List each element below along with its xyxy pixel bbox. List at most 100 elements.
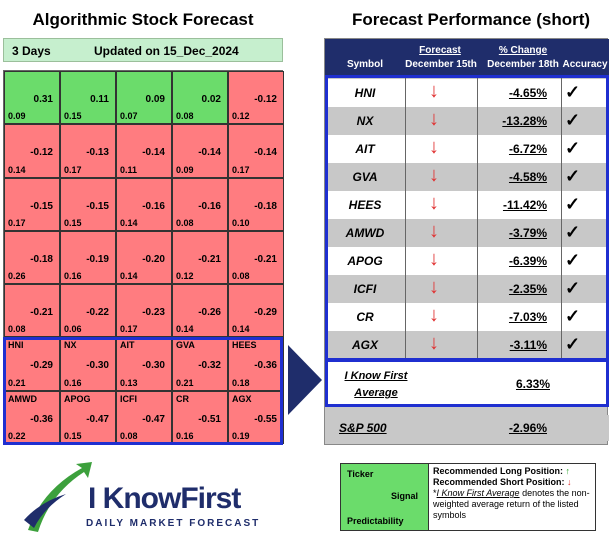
days-label: 3 Days (12, 44, 51, 58)
cell-signal: -0.12 (30, 147, 53, 159)
heatmap-cell: APOG -0.47 0.15 (60, 390, 116, 444)
heatmap-cell: -0.26 0.14 (172, 284, 228, 338)
heatmap-cell: AGX -0.55 0.19 (228, 390, 284, 444)
table-row: APOG ↓ -6.39% ✓ (325, 247, 609, 275)
down-arrow-icon: ↓ (429, 164, 439, 186)
cell-signal: -0.16 (142, 200, 165, 212)
cell-predictability: 0.09 (176, 164, 194, 175)
cell-ticker: HEES (232, 340, 257, 351)
cell-signal: -0.18 (30, 253, 53, 265)
check-icon: ✓ (565, 166, 581, 186)
row-change: -11.42% (502, 198, 547, 212)
cell-predictability: 0.08 (120, 430, 138, 441)
cell-predictability: 0.17 (120, 324, 138, 335)
check-icon: ✓ (565, 334, 581, 354)
row-symbol: HNI (354, 86, 376, 100)
heatmap-cell: GVA -0.32 0.21 (172, 337, 228, 391)
cell-signal: -0.21 (198, 253, 221, 265)
heatmap-cell: HNI -0.29 0.21 (4, 337, 60, 391)
heatmap-cell: CR -0.51 0.16 (172, 390, 228, 444)
cell-predictability: 0.22 (8, 430, 26, 441)
updated-label: Updated on 15_Dec_2024 (94, 44, 239, 58)
cell-predictability: 0.12 (232, 111, 250, 122)
cell-predictability: 0.06 (64, 324, 82, 335)
symbol-header: Symbol (346, 59, 384, 70)
legend-predictability: Predictability (347, 516, 404, 526)
row-symbol: ICFI (353, 282, 377, 296)
cell-signal: -0.13 (86, 147, 109, 159)
heatmap-cell: -0.14 0.11 (116, 124, 172, 178)
cell-predictability: 0.09 (8, 111, 26, 122)
table-row: CR ↓ -7.03% ✓ (325, 303, 609, 331)
cell-predictability: 0.07 (120, 111, 138, 122)
table-row: GVA ↓ -4.58% ✓ (325, 163, 609, 191)
table-row: HEES ↓ -11.42% ✓ (325, 191, 609, 219)
cell-ticker: APOG (64, 393, 91, 404)
cell-ticker: HNI (8, 340, 24, 351)
cell-predictability: 0.18 (232, 377, 250, 388)
row-change: -7.03% (508, 310, 547, 324)
heatmap-cell: -0.13 0.17 (60, 124, 116, 178)
arrow-right-icon (288, 345, 322, 415)
heatmap-cell: -0.15 0.15 (60, 177, 116, 231)
cell-signal: -0.29 (30, 360, 53, 372)
cell-ticker: CR (176, 393, 189, 404)
cell-predictability: 0.08 (8, 324, 26, 335)
cell-signal: -0.30 (142, 360, 165, 372)
row-change: -4.58% (508, 170, 547, 184)
table-row: ICFI ↓ -2.35% ✓ (325, 275, 609, 303)
cell-predictability: 0.21 (176, 377, 194, 388)
heatmap-cell: -0.14 0.17 (228, 124, 284, 178)
row-change: -3.79% (508, 226, 547, 240)
cell-predictability: 0.14 (176, 324, 194, 335)
cell-predictability: 0.10 (232, 217, 250, 228)
check-icon: ✓ (565, 222, 581, 242)
check-icon: ✓ (565, 82, 581, 102)
company-logo: I KnowFirst DAILY MARKET FORECAST (22, 460, 282, 540)
down-arrow-icon: ↓ (429, 80, 439, 102)
cell-predictability: 0.17 (232, 164, 250, 175)
row-symbol: AIT (355, 142, 375, 156)
down-arrow-icon: ↓ (429, 304, 439, 326)
heatmap-cell: -0.16 0.08 (172, 177, 228, 231)
down-arrow-icon: ↓ (429, 248, 439, 270)
heatmap-cell: -0.15 0.17 (4, 177, 60, 231)
row-symbol: HEES (348, 198, 382, 212)
legend-cell-key: Ticker Signal Predictability (341, 464, 429, 530)
heatmap-cell: -0.21 0.12 (172, 230, 228, 285)
heatmap-cell: -0.18 0.10 (228, 177, 284, 231)
right-title: Forecast Performance (short) (351, 10, 591, 29)
heatmap-cell: -0.29 0.14 (228, 284, 284, 338)
heatmap-cell: -0.23 0.17 (116, 284, 172, 338)
cell-predictability: 0.14 (232, 324, 250, 335)
down-arrow-icon: ↓ (429, 276, 439, 298)
forecast-date-header: December 15th (405, 59, 477, 70)
up-arrow-icon: ↑ (565, 466, 571, 476)
table-row: AIT ↓ -6.72% ✓ (325, 135, 609, 163)
cell-predictability: 0.26 (8, 271, 26, 282)
cell-predictability: 0.12 (176, 271, 194, 282)
row-change: -6.39% (508, 254, 547, 268)
change-header: % Change (498, 45, 548, 56)
cell-signal: -0.16 (198, 200, 221, 212)
cell-signal: -0.14 (254, 147, 277, 159)
cell-signal: 0.11 (90, 94, 109, 105)
cell-predictability: 0.17 (8, 217, 26, 228)
left-title: Algorithmic Stock Forecast (32, 10, 254, 29)
heatmap-cell: AMWD -0.36 0.22 (4, 390, 60, 444)
cell-ticker: NX (64, 340, 77, 351)
average-label: I Know First Average (344, 370, 408, 399)
heatmap-cell: 0.02 0.08 (172, 71, 228, 125)
cell-signal: -0.18 (254, 200, 277, 212)
cell-signal: -0.32 (198, 360, 221, 372)
heatmap-cell: NX -0.30 0.16 (60, 337, 116, 391)
cell-predictability: 0.15 (64, 430, 82, 441)
cell-signal: -0.22 (86, 307, 109, 319)
row-change: -4.65% (508, 86, 547, 100)
cell-signal: -0.20 (142, 253, 165, 265)
cell-signal: 0.31 (33, 94, 53, 105)
heatmap-cell: -0.12 0.14 (4, 124, 60, 178)
cell-predictability: 0.08 (176, 217, 194, 228)
cell-signal: -0.21 (254, 253, 277, 265)
row-change: -3.11% (509, 338, 547, 352)
